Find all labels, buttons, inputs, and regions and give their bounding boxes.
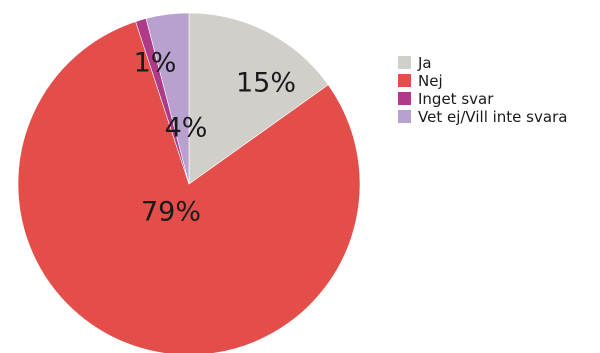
- pie-slice-ja: [188, 12, 329, 185]
- legend-label-vet-ej-vill-inte-svara: Vet ej/Vill inte svara: [418, 108, 567, 126]
- legend-swatch-ja: [398, 56, 411, 69]
- pie-slice-labels: 15% 79% 1% 4%: [134, 48, 296, 228]
- legend-label-ja: Ja: [417, 54, 432, 72]
- pie-slice-nej: [17, 21, 361, 353]
- legend-swatch-inget-svar: [398, 92, 411, 105]
- slice-value-label-ja: 15%: [236, 68, 296, 99]
- slice-value-label-vet-ej-vill-inte-svara: 4%: [165, 113, 208, 144]
- legend-swatch-nej: [398, 74, 411, 87]
- pie-slices: [17, 12, 361, 353]
- legend-label-nej: Nej: [418, 72, 443, 90]
- slice-value-label-nej: 79%: [141, 197, 201, 228]
- slice-value-label-inget-svar: 1%: [134, 48, 177, 79]
- pie-slice-vet-ej-vill-inte-svara: [145, 12, 190, 185]
- legend-label-inget-svar: Inget svar: [418, 90, 494, 108]
- legend-swatch-vet-ej-vill-inte-svara: [398, 110, 411, 123]
